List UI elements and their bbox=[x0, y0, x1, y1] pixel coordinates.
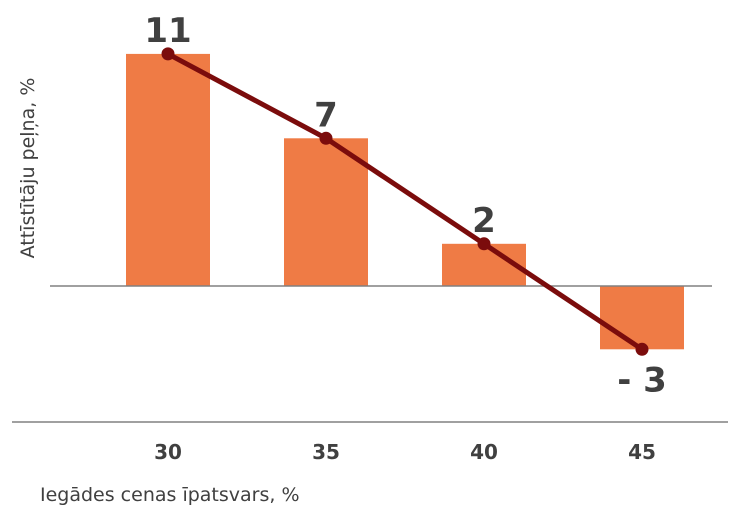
x-tick-label: 45 bbox=[628, 440, 656, 464]
line-point bbox=[635, 342, 649, 356]
y-axis-title: Attīstītāju peļņa, % bbox=[17, 78, 39, 259]
x-tick-label: 40 bbox=[470, 440, 498, 464]
x-axis-title: Iegādes cenas īpatsvars, % bbox=[40, 484, 300, 505]
line-point bbox=[161, 47, 175, 61]
x-tick-label: 30 bbox=[154, 440, 182, 464]
data-label: - 3 bbox=[617, 360, 667, 400]
data-label: 2 bbox=[472, 201, 496, 241]
bar bbox=[284, 138, 368, 286]
bar bbox=[600, 286, 684, 350]
bar bbox=[126, 53, 210, 287]
series-line bbox=[166, 51, 644, 352]
data-label: 7 bbox=[314, 95, 338, 135]
line-point bbox=[477, 237, 491, 251]
x-tick-label: 35 bbox=[312, 440, 340, 464]
line-point bbox=[319, 131, 333, 145]
data-label: 11 bbox=[144, 11, 191, 51]
